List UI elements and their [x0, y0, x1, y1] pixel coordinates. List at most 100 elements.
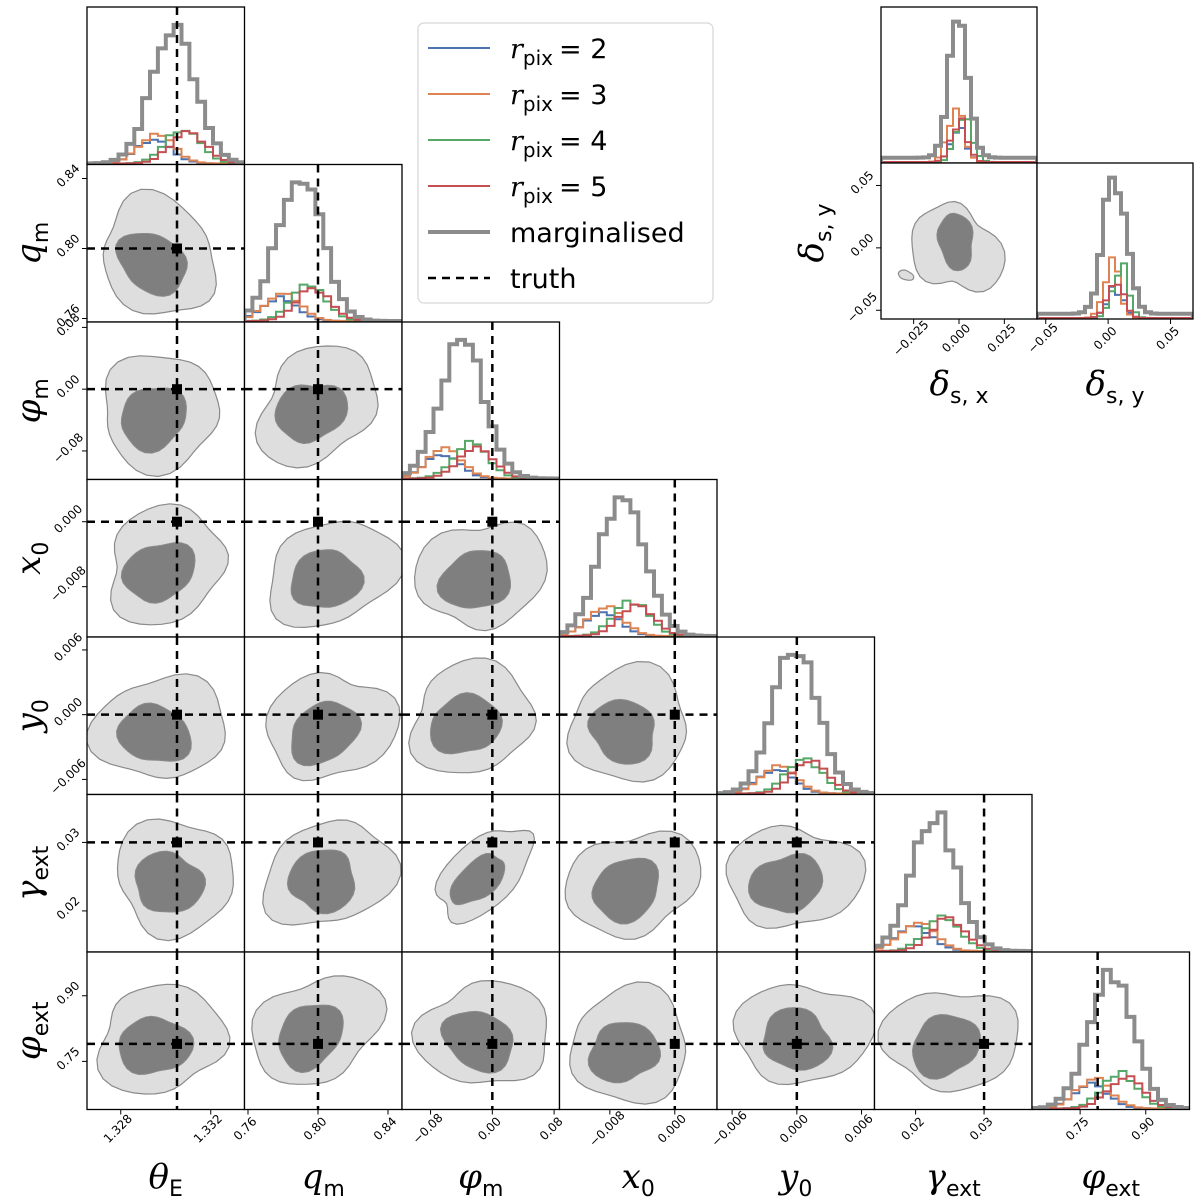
- x-tick-label: 0.75: [1063, 1114, 1092, 1143]
- contour-1sigma: [591, 857, 660, 925]
- x-tick-label: 0.000: [777, 1112, 811, 1146]
- x-axis-label-gamma_ext: γext: [926, 1157, 981, 1200]
- truth-marker: [669, 1038, 680, 1049]
- y-tick-label: −0.05: [844, 289, 880, 325]
- main-corner-grid: 0.760.800.84−0.080.000.08−0.0080.000−0.0…: [9, 6, 1191, 1200]
- marginal-panel-phi_ext: 0.75 0.90: [1031, 951, 1191, 1143]
- x-tick-label: 0.025: [984, 321, 1018, 355]
- marginal-panel-phi_m: [401, 321, 561, 481]
- legend-label-2: rpix = 3: [510, 80, 607, 116]
- x-tick-label: 0.00: [475, 1114, 504, 1143]
- source-joint-panel: −0.05 0.00 0.05 −0.025 0.000 0.025: [844, 162, 1038, 359]
- contour-1sigma: [120, 542, 196, 604]
- marginal-hist-marginalised: [402, 337, 560, 480]
- marginal-hist-series-2: [559, 605, 717, 637]
- source-hist-series-4: [881, 117, 1037, 163]
- x-tick-label: 0.03: [967, 1114, 996, 1143]
- marginal-panel-gamma_ext: [873, 793, 1033, 953]
- x-tick-label: −0.025: [890, 318, 931, 359]
- truth-marker: [172, 709, 182, 720]
- legend-box: [417, 22, 714, 304]
- marginal-hist-marginalised: [87, 22, 245, 165]
- joint-panel-phi_m-gamma_ext: [401, 793, 561, 953]
- legend-label-6: truth: [510, 264, 577, 295]
- truth-marker: [669, 837, 680, 848]
- x-tick-label: 0.05: [1153, 324, 1182, 353]
- x-axis-label-q_m: qm: [302, 1157, 345, 1200]
- joint-panel-q_m-phi_m: [243, 321, 403, 481]
- legend-label-3: rpix = 4: [510, 126, 607, 162]
- x-axis-label-x_0: x0: [622, 1157, 655, 1200]
- joint-panel-theta_E-y_0: −0.006 0.000 0.006: [48, 630, 246, 797]
- contour-1sigma: [429, 692, 503, 755]
- x-tick-label: 0.000: [655, 1112, 689, 1146]
- joint-panel-theta_E-phi_m: −0.080.000.08: [50, 310, 246, 481]
- source-hist-series-4: [1037, 283, 1193, 319]
- y-tick-label: 0.00: [54, 372, 83, 401]
- x-tick-label: 1.332: [191, 1112, 225, 1146]
- x-axis-label-theta_E: θE: [149, 1157, 183, 1200]
- contour-1sigma: [587, 1022, 662, 1084]
- x-tick-label: 0.76: [231, 1114, 260, 1143]
- truth-marker: [791, 837, 802, 848]
- truth-marker: [172, 243, 182, 254]
- x-tick-label: −0.05: [1025, 320, 1061, 356]
- truth-marker: [791, 1038, 802, 1049]
- y-tick-label: 0.84: [54, 161, 83, 190]
- x-tick-label: −0.006: [709, 1108, 750, 1149]
- x-axis-label-delta-sx: δs, x: [930, 364, 989, 409]
- y-tick-label: −0.008: [48, 563, 89, 604]
- x-tick-label: 0.00: [1091, 324, 1120, 353]
- x-tick-label: 0.02: [898, 1114, 927, 1143]
- joint-panel-theta_E-q_m: 0.760.800.84: [54, 161, 246, 330]
- x-tick-label: 0.80: [301, 1114, 330, 1143]
- contour-1sigma: [290, 549, 365, 608]
- y-axis-label-gamma_ext: γext: [9, 845, 54, 900]
- y-tick-label: 0.02: [54, 894, 83, 923]
- joint-panel-theta_E-phi_ext: 0.75 0.90 1.328 1.332: [54, 951, 246, 1146]
- marginal-hist-series-4: [717, 759, 875, 795]
- source-contour-island: [897, 269, 915, 281]
- joint-panel-q_m-gamma_ext: [243, 793, 403, 953]
- source-position-corner: −0.050.000.05−0.025 0.000 0.025 −0.05 0.00 0.…: [792, 6, 1194, 409]
- source-marginal-delta_sx: [880, 6, 1038, 164]
- y-tick-label: 0.000: [51, 695, 85, 729]
- truth-marker: [313, 384, 323, 395]
- joint-panel-theta_E-gamma_ext: 0.02 0.03: [54, 793, 246, 953]
- y-tick-label: 0.05: [848, 168, 877, 197]
- source-marginal-delta_sy: −0.05 0.00 0.05: [1025, 162, 1194, 356]
- x-axis-label-y_0: y0: [777, 1157, 812, 1200]
- truth-marker: [313, 709, 323, 720]
- y-axis-label-q_m: qm: [9, 222, 54, 265]
- truth-marker: [669, 709, 680, 720]
- y-axis-label-x_0: x0: [9, 542, 54, 575]
- contour-1sigma: [291, 700, 363, 767]
- marginal-panel-q_m: [243, 163, 403, 323]
- joint-panel-x_0-y_0: [558, 636, 718, 796]
- x-axis-label-delta-sy: δs, y: [1086, 364, 1145, 409]
- truth-marker: [172, 384, 182, 395]
- legend-label-1: rpix = 2: [510, 34, 607, 70]
- joint-panel-q_m-x_0: [243, 478, 403, 638]
- marginal-hist-series-4: [87, 130, 245, 165]
- x-tick-label: 0.90: [1129, 1114, 1158, 1143]
- joint-panel-y_0-gamma_ext: [716, 793, 876, 953]
- joint-panel-q_m-phi_ext: 0.76 0.80 0.84: [231, 951, 403, 1143]
- x-tick-label: 1.328: [101, 1112, 135, 1146]
- x-tick-label: 0.08: [537, 1114, 566, 1143]
- joint-panel-phi_m-phi_ext: −0.08 0.00 0.08: [401, 951, 566, 1147]
- legend-label-4: rpix = 5: [510, 172, 607, 208]
- contour-1sigma: [278, 1004, 344, 1074]
- joint-panel-theta_E-x_0: −0.008 0.000: [48, 478, 246, 638]
- y-axis-label-phi_ext: φext: [9, 1001, 54, 1060]
- x-tick-label: 0.000: [939, 321, 973, 355]
- marginal-hist-marginalised: [874, 810, 1032, 952]
- y-tick-label: 0.000: [51, 502, 85, 536]
- marginal-hist-marginalised: [244, 180, 402, 322]
- y-tick-label: 0.00: [848, 231, 877, 260]
- contour-1sigma: [439, 1010, 514, 1074]
- y-axis-label-delta-sy: δs, y: [792, 204, 837, 263]
- truth-marker: [172, 516, 182, 527]
- x-axis-label-phi_ext: φext: [1081, 1157, 1140, 1200]
